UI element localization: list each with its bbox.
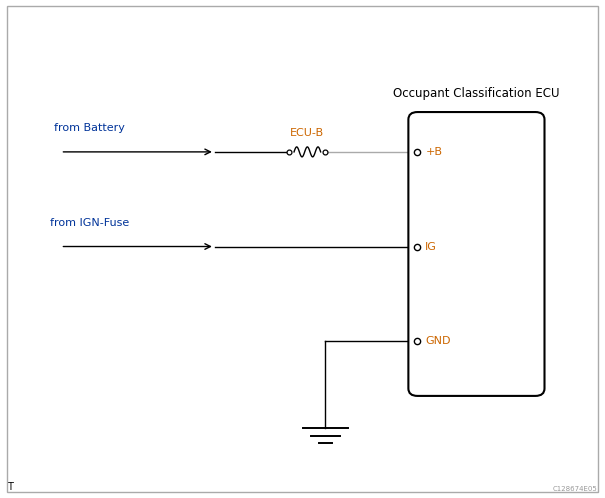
- Text: from Battery: from Battery: [54, 123, 125, 133]
- Text: C128674E05: C128674E05: [553, 486, 598, 492]
- Text: IG: IG: [425, 242, 437, 251]
- FancyBboxPatch shape: [408, 112, 544, 396]
- Text: Occupant Classification ECU: Occupant Classification ECU: [393, 87, 560, 100]
- Text: ECU-B: ECU-B: [290, 128, 324, 138]
- Text: +B: +B: [425, 147, 442, 157]
- Text: GND: GND: [425, 336, 451, 346]
- Text: T: T: [7, 482, 13, 492]
- Text: from IGN-Fuse: from IGN-Fuse: [50, 218, 129, 228]
